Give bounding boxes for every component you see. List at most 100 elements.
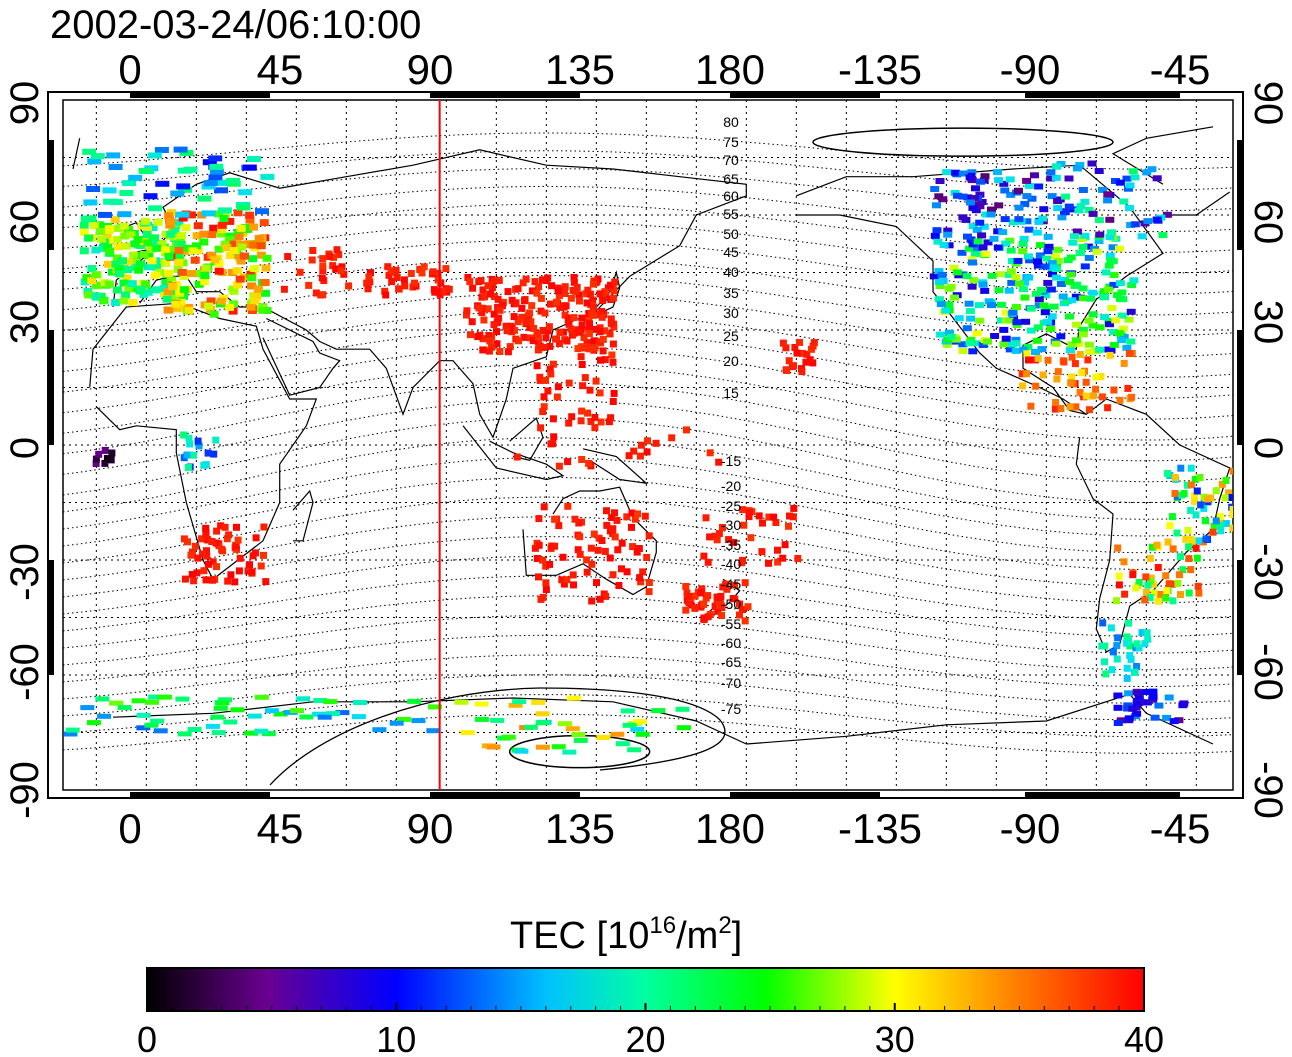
map-panel (47, 91, 1244, 799)
right-lat-label: 30 (1246, 300, 1290, 345)
tec-point (1105, 216, 1115, 223)
tec-point (610, 389, 618, 397)
tec-point (150, 272, 160, 279)
tec-point (477, 277, 485, 285)
tec-point (1057, 214, 1067, 221)
tec-point (99, 297, 109, 305)
tec-point (1114, 634, 1122, 642)
north-contour-label: 55 (723, 206, 739, 222)
tec-point (150, 234, 159, 242)
tec-point (645, 588, 653, 596)
tec-point (200, 272, 210, 280)
tec-point (1179, 566, 1187, 574)
tec-point (745, 508, 753, 516)
tec-point (758, 548, 766, 556)
tec-point (1158, 232, 1168, 239)
tec-point (553, 298, 560, 306)
tec-point (535, 541, 543, 549)
tec-point (571, 515, 579, 523)
tec-point (79, 228, 89, 236)
tec-point (676, 725, 691, 731)
tec-point (533, 555, 541, 562)
tec-point (971, 251, 980, 257)
tec-point (1154, 564, 1162, 571)
tec-point (1089, 392, 1097, 400)
tec-point (1149, 543, 1156, 551)
tec-point (256, 251, 266, 259)
south-contour-label: -65 (721, 654, 741, 670)
tec-point (1092, 373, 1100, 381)
tec-point (153, 728, 168, 734)
tec-point (490, 717, 505, 723)
tec-point (245, 216, 255, 224)
tec-point (163, 288, 173, 296)
tec-point (579, 382, 587, 390)
tec-point (546, 300, 554, 308)
tec-point (248, 241, 258, 249)
tec-point (1105, 252, 1115, 259)
tec-point (474, 716, 489, 722)
tec-point (1047, 313, 1057, 320)
tec-point (193, 247, 203, 255)
tec-point (1102, 670, 1110, 678)
tec-point (544, 387, 552, 395)
tec-point (628, 509, 636, 517)
tec-point (759, 519, 766, 527)
tec-point (484, 305, 492, 313)
tec-point (142, 225, 152, 233)
tec-point (244, 730, 259, 736)
tec-point (961, 216, 971, 223)
tec-point (319, 255, 327, 263)
tec-point (539, 327, 547, 334)
tec-point (180, 286, 190, 294)
tec-point (968, 348, 978, 355)
tec-point (994, 177, 1004, 184)
left-lat-label: -30 (3, 543, 47, 601)
tec-point (208, 155, 223, 162)
bottom-frame-bar (130, 792, 270, 798)
tec-point (80, 705, 95, 711)
tec-point (609, 294, 617, 302)
tec-point (637, 441, 645, 449)
tec-point (627, 747, 642, 753)
tec-point (558, 721, 572, 727)
tec-point (700, 600, 708, 608)
tec-point (233, 209, 243, 217)
tec-point (478, 309, 486, 316)
tec-point (1052, 399, 1060, 406)
tec-point (987, 302, 996, 309)
tec-point (117, 211, 132, 218)
tec-point (983, 239, 993, 246)
top-frame-bar (1025, 92, 1180, 98)
tec-point (729, 595, 737, 602)
tec-point (1044, 243, 1054, 250)
tec-point (635, 545, 643, 552)
tec-point (148, 205, 163, 212)
tec-point (87, 215, 97, 223)
tec-point (210, 450, 218, 458)
tec-point (1039, 206, 1049, 213)
tec-point (531, 278, 539, 286)
tec-point (1123, 664, 1131, 672)
tec-point (1133, 663, 1141, 670)
tec-point (691, 604, 699, 612)
left-lat-label: 30 (3, 300, 47, 345)
tec-point (533, 289, 541, 297)
tec-point (1063, 257, 1073, 264)
tec-point (615, 741, 630, 747)
tec-point (397, 716, 411, 722)
tec-point (126, 231, 136, 239)
left-lat-label: 90 (3, 81, 47, 126)
tec-point (1066, 403, 1074, 411)
tec-point (712, 602, 719, 610)
tec-point (996, 301, 1006, 308)
tec-point (1146, 554, 1154, 562)
tec-point (995, 271, 1005, 278)
tec-point (1218, 480, 1226, 488)
tec-point (209, 558, 217, 566)
tec-point (528, 302, 536, 310)
tec-point (184, 464, 192, 471)
tec-point (535, 283, 543, 290)
tec-point (98, 211, 112, 218)
tec-point (1111, 178, 1120, 184)
